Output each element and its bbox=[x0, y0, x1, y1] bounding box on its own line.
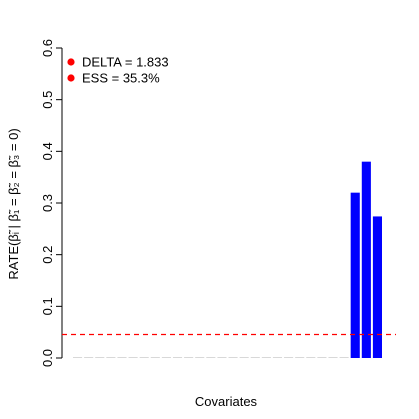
bar bbox=[150, 357, 160, 358]
bar bbox=[272, 357, 283, 358]
bar bbox=[250, 357, 260, 358]
bar bbox=[195, 357, 205, 358]
y-tick-label: 0.6 bbox=[40, 39, 55, 57]
bar bbox=[284, 357, 294, 358]
bar bbox=[184, 357, 194, 358]
x-axis-label: Covariates bbox=[195, 394, 258, 409]
bar bbox=[261, 357, 271, 358]
bars-group bbox=[72, 161, 383, 358]
bar bbox=[139, 357, 149, 358]
bar bbox=[172, 357, 183, 358]
bar bbox=[72, 357, 83, 358]
bar bbox=[217, 357, 227, 358]
y-tick-label: 0.4 bbox=[40, 142, 55, 160]
bar bbox=[372, 216, 383, 358]
y-axis-label: RATE(β̃ᵢ | β̃₁ = β̃₂ = β̃₃ = 0) bbox=[6, 128, 21, 279]
bar bbox=[228, 357, 238, 358]
legend-marker bbox=[67, 58, 75, 66]
y-tick-label: 0.1 bbox=[40, 297, 55, 315]
bar bbox=[128, 357, 138, 358]
bar bbox=[117, 357, 127, 358]
bar bbox=[317, 357, 327, 358]
y-tick-label: 0.0 bbox=[40, 349, 55, 367]
bar bbox=[161, 357, 171, 358]
bar bbox=[84, 357, 94, 358]
legend-marker bbox=[67, 74, 75, 82]
bar bbox=[306, 357, 316, 358]
bar bbox=[339, 357, 349, 358]
bar bbox=[206, 357, 216, 358]
bar bbox=[361, 161, 371, 358]
bar bbox=[239, 357, 249, 358]
y-tick-label: 0.3 bbox=[40, 194, 55, 212]
bar bbox=[106, 357, 116, 358]
bar bbox=[328, 357, 338, 358]
bar bbox=[350, 192, 360, 358]
legend-entry: DELTA = 1.833 bbox=[82, 55, 169, 70]
y-tick-label: 0.5 bbox=[40, 91, 55, 109]
y-tick-label: 0.2 bbox=[40, 246, 55, 264]
bar bbox=[95, 357, 105, 358]
legend-entry: ESS = 35.3% bbox=[82, 71, 160, 86]
y-axis: 0.0 0.1 0.2 0.3 0.4 0.5 0.6 bbox=[40, 39, 63, 367]
bar bbox=[295, 357, 305, 358]
